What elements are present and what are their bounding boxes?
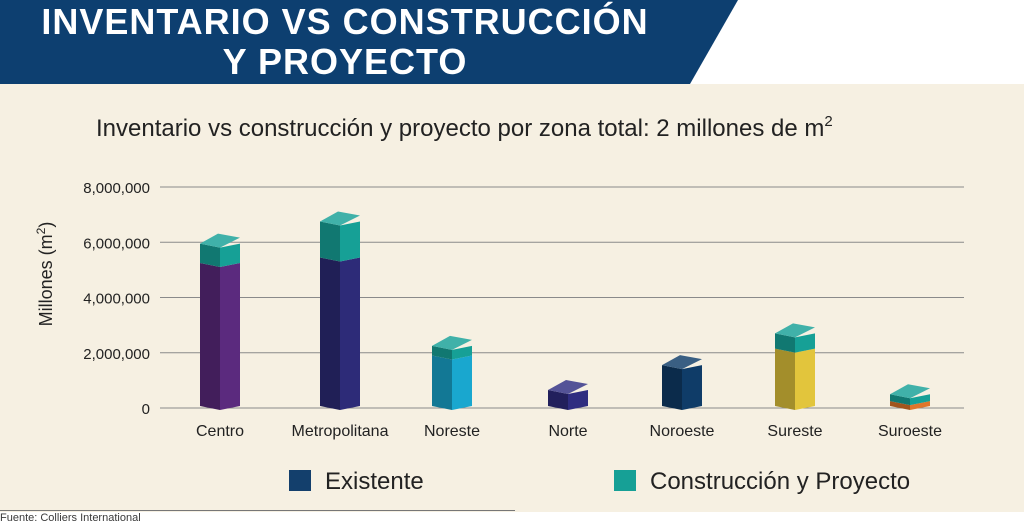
bars: [200, 211, 930, 410]
y-tick-label: 0: [142, 401, 150, 418]
header-banner: [0, 0, 738, 84]
bar-segment-existente: [910, 401, 930, 410]
bar-segment-existente: [452, 355, 472, 410]
bar-noroeste: [662, 355, 702, 410]
y-tick-label: 8,000,000: [83, 180, 150, 197]
x-tick-label: Noroeste: [650, 423, 715, 440]
bar-top-cap: [548, 380, 588, 395]
x-tick-label: Suroeste: [878, 423, 942, 440]
x-tick-label: Noreste: [424, 423, 480, 440]
footer-divider: [0, 510, 515, 511]
bar-sureste: [775, 323, 815, 410]
x-axis-labels: Centro Metropolitana Noreste Norte Noroeste S…: [196, 423, 942, 440]
chart-title: Inventario vs construcción y proyecto po…: [96, 113, 833, 142]
legend-label: Existente: [325, 468, 424, 495]
chart: Inventario vs construcción y proyecto po…: [34, 113, 964, 495]
bar-top-cap: [662, 355, 702, 370]
bar-top-cap: [890, 384, 930, 399]
page-title: INVENTARIO VS CONSTRUCCIÓN Y PROYECTO: [0, 2, 690, 82]
bar-segment-existente: [568, 390, 588, 410]
bar-segment-construccion: [795, 333, 815, 353]
legend-swatch: [614, 470, 636, 491]
bar-segment-existente: [340, 257, 360, 410]
bar-top-cap: [775, 323, 815, 338]
legend-label: Construcción y Proyecto: [650, 468, 910, 495]
y-tick-label: 4,000,000: [83, 291, 150, 308]
bar-segment-construccion-left: [432, 345, 452, 360]
chart-title-text: Inventario vs construcción y proyecto po…: [96, 115, 824, 142]
y-axis-label-superscript: 2: [34, 227, 48, 234]
bar-metropolitana: [320, 211, 360, 410]
bar-segment-existente-left: [662, 365, 682, 410]
bar-segment-existente-left: [320, 257, 340, 410]
bar-noreste: [432, 335, 472, 410]
x-tick-label: Norte: [548, 423, 587, 440]
y-axis-label-end: ): [36, 222, 56, 228]
bar-segment-existente: [220, 262, 240, 410]
legend-swatch: [289, 470, 311, 491]
legend-item-existente: Existente: [289, 468, 424, 495]
grid: [160, 186, 964, 409]
bar-segment-construccion: [910, 394, 930, 406]
bar-segment-construccion: [220, 243, 240, 267]
bar-segment-existente: [795, 348, 815, 410]
bar-segment-construccion-left: [200, 243, 220, 267]
bar-segment-construccion-left: [320, 221, 340, 262]
x-tick-label: Metropolitana: [292, 423, 389, 440]
x-tick-label: Centro: [196, 423, 244, 440]
y-axis-ticks: 0 2,000,000 4,000,000 6,000,000 8,000,000: [83, 180, 150, 418]
y-axis-label: Millones (m2): [34, 222, 56, 327]
bar-segment-construccion: [452, 345, 472, 360]
page-title-line-1: INVENTARIO VS CONSTRUCCIÓN: [41, 1, 649, 42]
x-tick-label: Sureste: [767, 423, 822, 440]
bar-segment-existente-left: [200, 262, 220, 410]
legend-item-construccion: Construcción y Proyecto: [614, 468, 910, 495]
bar-centro: [200, 233, 240, 410]
bar-suroeste: [890, 384, 930, 410]
bar-segment-construccion-left: [775, 333, 795, 353]
bar-norte: [548, 380, 588, 410]
y-tick-label: 2,000,000: [83, 346, 150, 363]
y-tick-label: 6,000,000: [83, 235, 150, 252]
legend: Existente Construcción y Proyecto: [289, 468, 910, 495]
bar-segment-existente: [682, 365, 702, 410]
bar-top-cap: [200, 233, 240, 248]
chart-title-superscript: 2: [824, 113, 832, 130]
source-note: Fuente: Colliers International: [0, 512, 141, 524]
bar-top-cap: [432, 335, 472, 350]
bar-segment-construccion: [340, 221, 360, 262]
bar-segment-existente-left: [890, 401, 910, 410]
bar-segment-construccion-left: [890, 394, 910, 406]
bar-segment-existente-left: [548, 390, 568, 410]
bar-segment-existente-left: [432, 355, 452, 410]
y-axis-label-text: Millones (m: [36, 234, 56, 326]
bar-segment-existente-left: [775, 348, 795, 410]
page-title-line-2: Y PROYECTO: [222, 41, 468, 82]
bar-top-cap: [320, 211, 360, 226]
